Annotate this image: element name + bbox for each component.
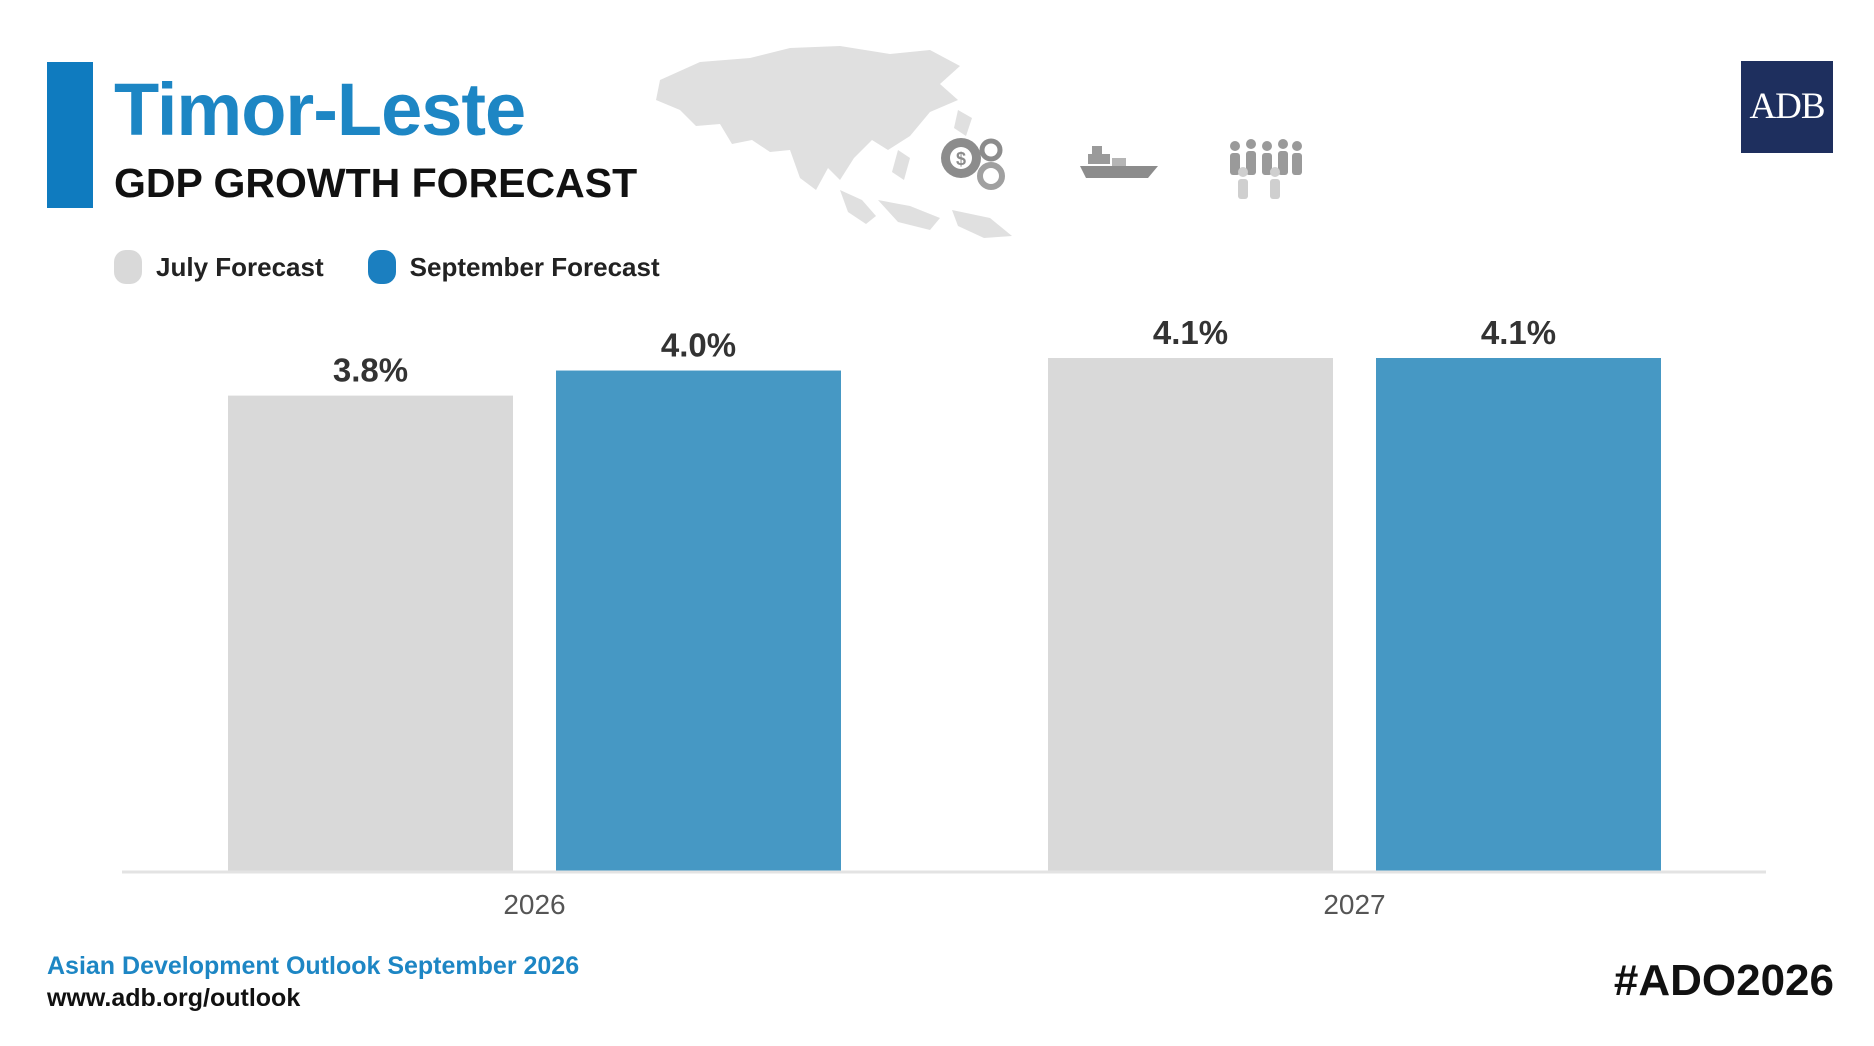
accent-bar: [47, 62, 93, 208]
bar-2026-july-forecast: [228, 395, 513, 872]
legend-label-september: September Forecast: [409, 251, 660, 282]
x-tick-label-2027: 2027: [1323, 889, 1385, 920]
chart-title: Timor-Leste: [114, 68, 526, 151]
legend-swatch-july: [114, 250, 142, 284]
adb-logo: ADB: [1741, 61, 1833, 153]
footer-url: www.adb.org/outlook: [47, 984, 301, 1012]
x-tick-label-2026: 2026: [503, 889, 565, 920]
bar-2027-september-forecast: [1376, 358, 1661, 872]
legend-label-july: July Forecast: [156, 251, 324, 282]
hashtag: #ADO2026: [1613, 956, 1834, 1005]
svg-text:$: $: [956, 149, 966, 169]
legend-item-september: September Forecast: [367, 250, 660, 284]
legend-swatch-september: [367, 250, 396, 284]
data-label-2026-july-forecast: 3.8%: [333, 352, 408, 389]
legend: July Forecast September Forecast: [114, 250, 704, 284]
bar-2026-september-forecast: [556, 370, 841, 872]
data-label-2027-july-forecast: 4.1%: [1153, 314, 1228, 351]
bar-2027-july-forecast: [1048, 358, 1333, 872]
people-group-icon: [1230, 139, 1302, 199]
chart-subtitle: GDP GROWTH FORECAST: [114, 160, 638, 206]
data-label-2027-september-forecast: 4.1%: [1481, 314, 1556, 351]
gear-dollar-icon: $: [941, 138, 1005, 190]
data-label-2026-september-forecast: 4.0%: [661, 327, 736, 364]
asia-map-icon: [656, 46, 1012, 238]
footer-title: Asian Development Outlook September 2026: [47, 952, 580, 980]
cargo-ship-icon: [1080, 146, 1158, 178]
legend-item-july: July Forecast: [114, 250, 324, 284]
